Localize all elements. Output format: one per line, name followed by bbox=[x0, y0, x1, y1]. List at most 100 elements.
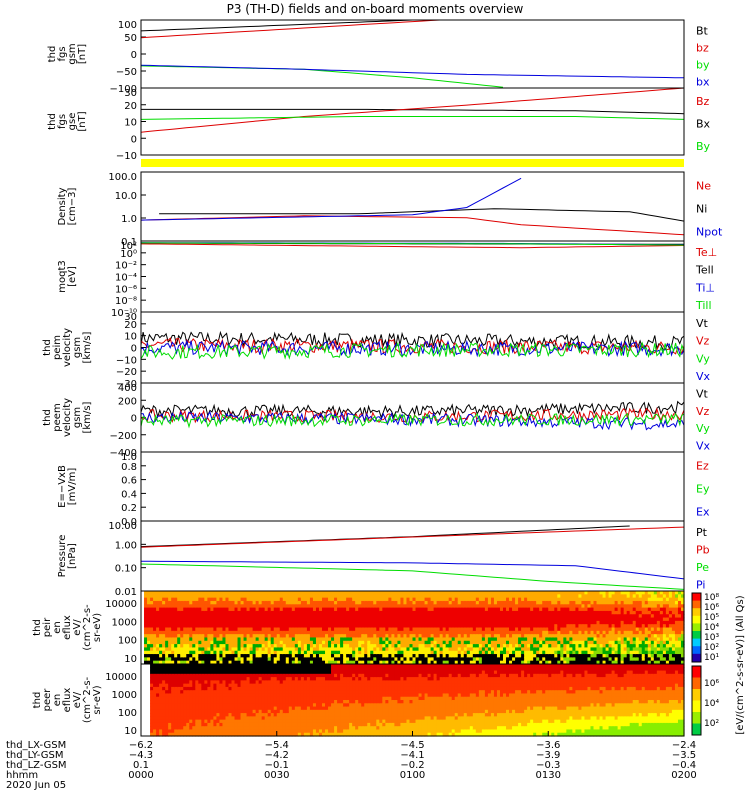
spectrogram-cell bbox=[454, 627, 459, 632]
spectrogram-cell bbox=[294, 620, 299, 625]
legend-label: Vt bbox=[696, 388, 709, 401]
spectrogram-cell bbox=[496, 614, 501, 619]
spectrogram-cell bbox=[270, 634, 275, 639]
spectrogram-cell bbox=[147, 607, 151, 612]
spectrogram-cell bbox=[216, 620, 221, 625]
spectrogram-cell bbox=[306, 624, 311, 629]
spectrogram-cell bbox=[258, 617, 263, 622]
spectrogram-cell bbox=[524, 627, 528, 632]
spectrogram-cell bbox=[599, 634, 604, 639]
spectrogram-cell bbox=[397, 647, 402, 652]
spectrogram-cell bbox=[153, 637, 157, 642]
spectrogram-cell bbox=[361, 591, 365, 595]
spectrogram-cell bbox=[243, 630, 248, 635]
spectrogram-cell bbox=[195, 703, 199, 708]
spectrogram-cell bbox=[641, 644, 646, 649]
spectrogram-cell bbox=[361, 617, 365, 622]
spectrogram-cell bbox=[222, 627, 227, 632]
spectrogram-cell bbox=[153, 729, 157, 734]
spectrogram-cell bbox=[662, 647, 667, 652]
spectrogram-cell bbox=[328, 610, 332, 615]
spectrogram-cell bbox=[448, 614, 453, 619]
spectrogram-cell bbox=[490, 617, 495, 622]
spectrogram-cell bbox=[246, 617, 251, 622]
spectrogram-cell bbox=[385, 597, 389, 602]
spectrogram-cell bbox=[548, 600, 552, 605]
spectrogram-cell bbox=[213, 686, 218, 691]
spectrogram-cell bbox=[433, 660, 438, 665]
spectrogram-cell bbox=[608, 607, 613, 612]
spectrogram-cell bbox=[165, 726, 169, 731]
spectrogram-cell bbox=[303, 647, 308, 652]
spectrogram-cell bbox=[162, 683, 166, 688]
spectrogram-cell bbox=[524, 624, 528, 629]
spectrogram-cell bbox=[451, 594, 456, 599]
spectrogram-cell bbox=[563, 627, 567, 632]
spectrogram-cell bbox=[255, 644, 260, 649]
spectrogram-cell bbox=[382, 624, 386, 629]
spectrogram-cell bbox=[400, 597, 405, 602]
spectrogram-cell bbox=[620, 640, 625, 645]
spectrogram-cell bbox=[515, 637, 519, 642]
spectrogram-cell bbox=[297, 630, 302, 635]
spectrogram-cell bbox=[394, 594, 399, 599]
spectrogram-cell bbox=[578, 640, 583, 645]
spectrogram-cell bbox=[165, 647, 169, 652]
spectrogram-cell bbox=[267, 654, 272, 658]
spectrogram-cell bbox=[659, 637, 664, 642]
spectrogram-cell bbox=[192, 657, 196, 662]
spectrogram-cell bbox=[674, 600, 679, 605]
spectrogram-cell bbox=[656, 614, 661, 619]
spectrogram-cell bbox=[210, 713, 214, 717]
spectrogram-cell bbox=[614, 600, 619, 605]
spectrogram-cell bbox=[240, 713, 245, 717]
spectrogram-cell bbox=[388, 637, 392, 642]
spectrogram-cell bbox=[189, 719, 193, 724]
spectrogram-cell bbox=[252, 700, 257, 704]
spectrogram-cell bbox=[328, 594, 332, 599]
spectrogram-cell bbox=[183, 657, 187, 662]
spectrogram-cell bbox=[343, 650, 347, 655]
spectrogram-cell bbox=[315, 617, 320, 622]
spectrogram-cell bbox=[644, 630, 649, 635]
spectrogram-cell bbox=[337, 607, 341, 612]
spectrogram-cell bbox=[418, 610, 423, 615]
spectrogram-cell bbox=[524, 591, 528, 595]
spectrogram-cell bbox=[261, 617, 266, 622]
spectrogram-cell bbox=[418, 650, 423, 655]
spectrogram-cell bbox=[288, 620, 293, 625]
spectrogram-cell bbox=[620, 594, 625, 599]
spectrogram-cell bbox=[451, 650, 456, 655]
legend-label: Bt bbox=[696, 25, 709, 38]
spectrogram-cell bbox=[240, 591, 245, 595]
spectrogram-cell bbox=[150, 700, 154, 704]
spectrogram-cell bbox=[195, 696, 199, 701]
spectrogram-cell bbox=[659, 610, 664, 615]
spectrogram-cell bbox=[201, 683, 205, 688]
spectrogram-cell bbox=[144, 686, 148, 691]
spectrogram-cell bbox=[442, 620, 447, 625]
spectrogram-cell bbox=[141, 664, 145, 668]
spectrogram-cell bbox=[207, 670, 211, 675]
spectrogram-cell bbox=[171, 650, 175, 655]
spectrogram-cell bbox=[201, 700, 205, 704]
spectrogram-cell bbox=[406, 607, 411, 612]
spectrogram-cell bbox=[584, 654, 589, 658]
spectrogram-cell bbox=[572, 607, 576, 612]
spectrogram-cell bbox=[159, 637, 163, 642]
spectrogram-cell bbox=[554, 614, 558, 619]
spectrogram-cell bbox=[285, 640, 290, 645]
spectrogram-cell bbox=[147, 670, 151, 675]
spectrogram-cell bbox=[294, 610, 299, 615]
spectrogram-cell bbox=[228, 597, 233, 602]
spectrogram-cell bbox=[542, 614, 546, 619]
spectrogram-cell bbox=[518, 627, 522, 632]
spectrogram-cell bbox=[231, 706, 236, 711]
spectrogram-cell bbox=[306, 657, 311, 662]
spectrogram-cell bbox=[557, 660, 561, 665]
spectrogram-cell bbox=[153, 680, 157, 685]
spectrogram-cell bbox=[632, 654, 637, 658]
spectrogram-cell bbox=[430, 634, 435, 639]
spectrogram-cell bbox=[150, 600, 154, 605]
spectrogram-cell bbox=[207, 677, 211, 681]
